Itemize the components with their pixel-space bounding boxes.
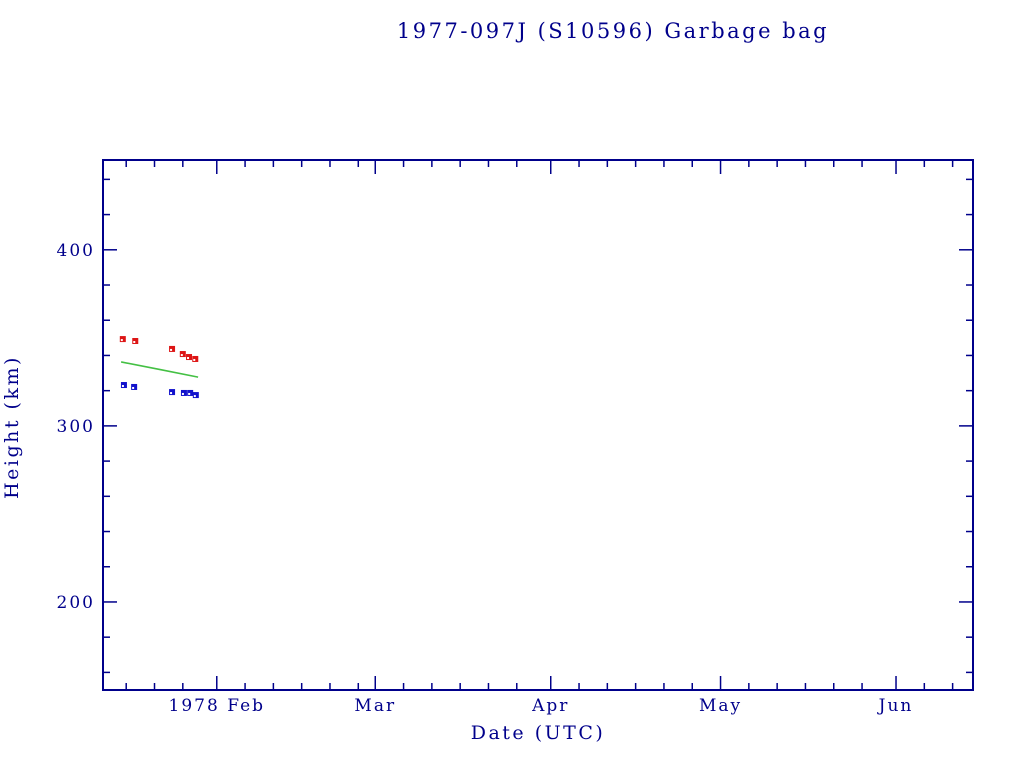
y-tick-label: 300	[57, 417, 95, 437]
perigee-height-point-notch	[121, 385, 124, 388]
x-tick-label: Jun	[877, 696, 914, 716]
perigee-height-point-notch	[188, 392, 191, 395]
mean-height-fit-line	[120, 361, 199, 378]
x-tick-label: May	[699, 696, 742, 716]
y-axis-label: Height (km)	[1, 355, 23, 499]
apogee-height-point-notch	[120, 339, 123, 342]
y-tick-label: 200	[57, 593, 95, 613]
y-tick-label: 400	[57, 241, 95, 261]
perigee-height-point-notch	[170, 392, 173, 395]
perigee-height-point-notch	[181, 392, 184, 395]
x-tick-label: 1978 Feb	[169, 696, 265, 716]
x-tick-label: Apr	[531, 696, 569, 716]
apogee-height-point-notch	[180, 354, 183, 357]
x-tick-label: Mar	[354, 696, 396, 716]
chart-title: 1977-097J (S10596) Garbage bag	[397, 19, 829, 43]
apogee-height-point-notch	[170, 348, 173, 351]
apogee-height-point-notch	[193, 358, 196, 361]
perigee-height-point-notch	[193, 395, 196, 398]
apogee-height-point-notch	[133, 341, 136, 344]
plot-frame	[102, 159, 974, 691]
apogee-height-point-notch	[187, 357, 190, 360]
perigee-height-point-notch	[132, 386, 135, 389]
x-axis-label: Date (UTC)	[471, 722, 606, 744]
